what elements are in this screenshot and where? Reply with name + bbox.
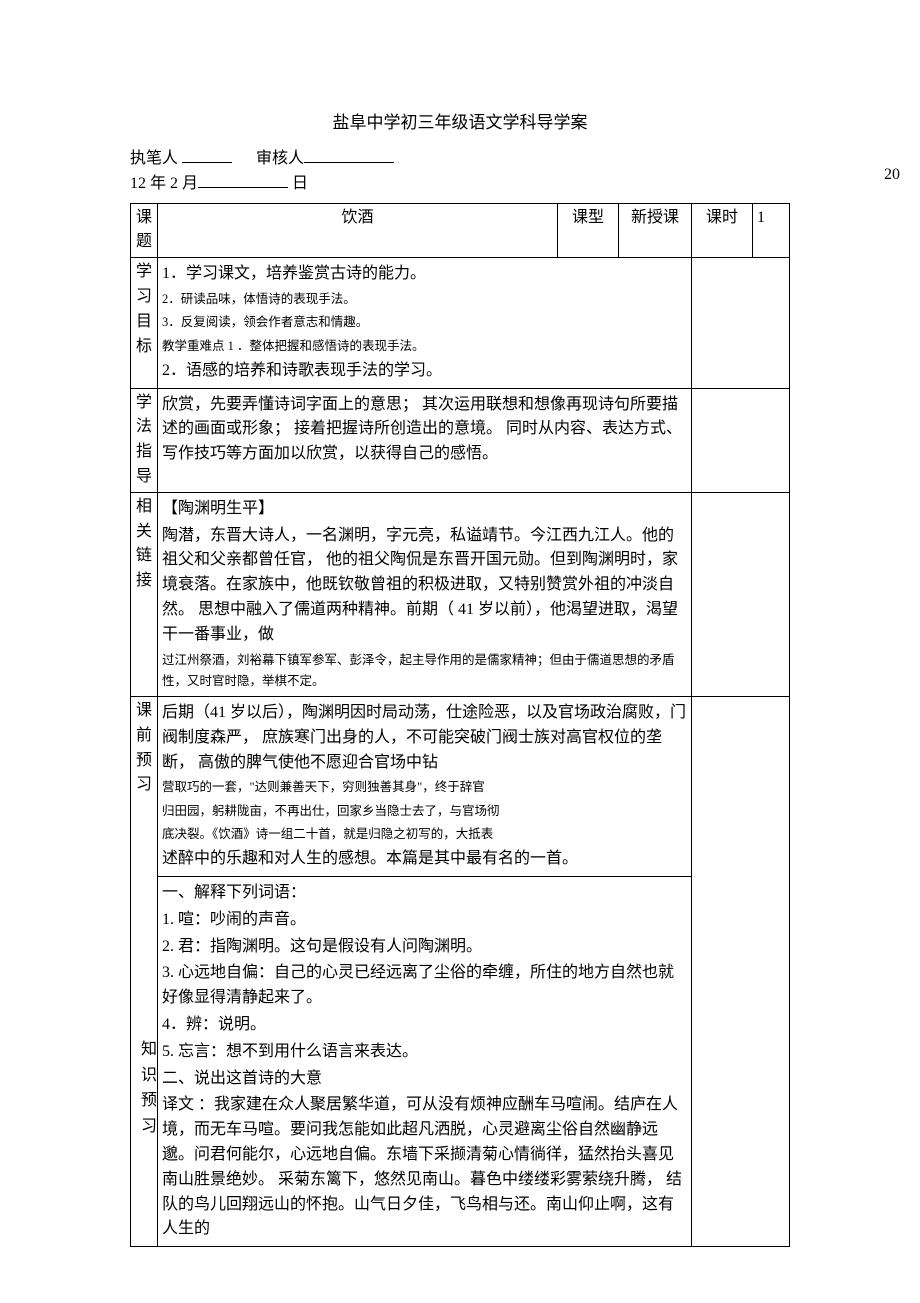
- knowledge-content: 知识预习 一、解释下列词语： 1. 喧：吵闹的声音。 2. 君：指陶渊明。这句是…: [158, 877, 692, 1247]
- linkage-h1: 【陶渊明生平】: [162, 497, 687, 522]
- header-row: 课题 饮酒 课型 新授课 课时 1: [131, 203, 790, 258]
- objectives-label: 学习目标: [131, 258, 158, 388]
- method-content: 欣赏，先要弄懂诗词字面上的意思； 其次运用联想和想像再现诗句所要描述的画面或形象…: [158, 388, 692, 492]
- obj-1: 1．学习课文，培养鉴赏古诗的能力。: [162, 262, 687, 287]
- keshi-label: 课时: [692, 203, 753, 258]
- page-root: 盐阜中学初三年级语文学科导学案 执笔人 审核人 20 12 年 2 月 日 课题…: [0, 0, 920, 1287]
- doc-title: 盐阜中学初三年级语文学科导学案: [130, 110, 790, 136]
- preview-p1: 后期（41 岁以后），陶渊明因时局动荡，仕途险恶，以及官场政治腐败，门阀制度森严…: [162, 701, 687, 775]
- penman-blank: [182, 146, 232, 163]
- obj-2: 2．研读品味，体悟诗的表现手法。: [162, 289, 687, 310]
- day-suffix: 日: [292, 175, 308, 192]
- reviewer-label: 审核人: [256, 150, 304, 167]
- knowledge-trans: 译文 ：我家建在众人聚居繁华道，可从没有烦神应酬车马喧闹。结庐在人境，而无车马喧…: [162, 1093, 687, 1242]
- method-p1: 欣赏，先要弄懂诗词字面上的意思； 其次运用联想和想像再现诗句所要描述的画面或形象…: [162, 393, 687, 467]
- knowledge-label: 知识预习: [140, 1037, 158, 1139]
- preview-p5: 述醉中的乐趣和对人生的感想。本篇是其中最有名的一首。: [162, 847, 687, 872]
- knowledge-h2: 二、说出这首诗的大意: [162, 1067, 687, 1092]
- keshi-value: 1: [753, 203, 790, 258]
- reviewer-blank: [304, 146, 394, 163]
- obj-3: 3．反复阅读，领会作者意志和情趣。: [162, 312, 687, 333]
- preview-top-content: 后期（41 岁以后），陶渊明因时局动荡，仕途险恶，以及官场政治腐败，门阀制度森严…: [158, 697, 692, 877]
- preview-row: 课前预习 后期（41 岁以后），陶渊明因时局动荡，仕途险恶，以及官场政治腐败，门…: [131, 697, 790, 877]
- preview-p4: 底决裂。《饮酒》诗一组二十首，就是归隐之初写的，大抵表: [162, 824, 687, 845]
- month-blank: [198, 171, 288, 188]
- knowledge-k3: 3. 心远地自偏：自己的心灵已经远离了尘俗的牵缠，所住的地方自然也就好像显得清静…: [162, 961, 687, 1011]
- obj-5: 2．语感的培养和诗歌表现手法的学习。: [162, 359, 687, 384]
- lesson-table: 课题 饮酒 课型 新授课 课时 1 学习目标 1．学习课文，培养鉴赏古诗的能力。…: [130, 203, 790, 1248]
- penman-label: 执笔人: [130, 150, 178, 167]
- year-right: 20: [884, 162, 900, 188]
- knowledge-k4: 4．辨：说明。: [162, 1013, 687, 1038]
- method-row: 学法指导 欣赏，先要弄懂诗词字面上的意思； 其次运用联想和想像再现诗句所要描述的…: [131, 388, 790, 492]
- knowledge-k2: 2. 君：指陶渊明。这句是假设有人问陶渊明。: [162, 935, 687, 960]
- linkage-p1-small: 过江州祭酒，刘裕幕下镇军参军、彭泽令，起主导作用的是儒家精神；但由于儒道思想的矛…: [162, 650, 687, 693]
- objectives-row: 学习目标 1．学习课文，培养鉴赏古诗的能力。 2．研读品味，体悟诗的表现手法。 …: [131, 258, 790, 388]
- kexing-value: 新授课: [619, 203, 692, 258]
- objectives-content: 1．学习课文，培养鉴赏古诗的能力。 2．研读品味，体悟诗的表现手法。 3．反复阅…: [158, 258, 692, 388]
- linkage-content: 【陶渊明生平】 陶潜，东晋大诗人，一名渊明，字元亮，私谥靖节。今江西九江人。他的…: [158, 492, 692, 696]
- meta-block: 执笔人 审核人 20 12 年 2 月 日: [130, 146, 790, 197]
- knowledge-h1: 一、解释下列词语：: [162, 881, 687, 906]
- knowledge-k1: 1. 喧：吵闹的声音。: [162, 908, 687, 933]
- kexing-label: 课型: [558, 203, 619, 258]
- keti-label: 课题: [131, 203, 158, 258]
- linkage-row: 相关链接 【陶渊明生平】 陶潜，东晋大诗人，一名渊明，字元亮，私谥靖节。今江西九…: [131, 492, 790, 696]
- linkage-right-blank: [692, 492, 790, 696]
- preview-p3: 归田园，躬耕陇亩，不再出仕，回家乡当隐士去了，与官场彻: [162, 801, 687, 822]
- method-right-blank: [692, 388, 790, 492]
- knowledge-row: 知识预习 一、解释下列词语： 1. 喧：吵闹的声音。 2. 君：指陶渊明。这句是…: [131, 877, 790, 1247]
- objectives-right-blank: [692, 258, 790, 388]
- linkage-label: 相关链接: [131, 492, 158, 696]
- preview-label: 课前预习: [131, 697, 158, 1247]
- method-label: 学法指导: [131, 388, 158, 492]
- date-prefix: 12 年 2 月: [130, 175, 198, 192]
- knowledge-k5: 5. 忘言：想不到用什么语言来表达。: [162, 1040, 687, 1065]
- linkage-p1: 陶潜，东晋大诗人，一名渊明，字元亮，私谥靖节。今江西九江人。他的祖父和父亲都曾任…: [162, 524, 687, 648]
- obj-4: 教学重难点 1 ．整体把握和感悟诗的表现手法。: [162, 336, 687, 357]
- preview-p2: 营取巧的一套，"达则兼善天下，穷则独善其身"，终于辞官: [162, 777, 687, 798]
- keti-value: 饮酒: [158, 203, 558, 258]
- preview-right-blank: [692, 697, 790, 1247]
